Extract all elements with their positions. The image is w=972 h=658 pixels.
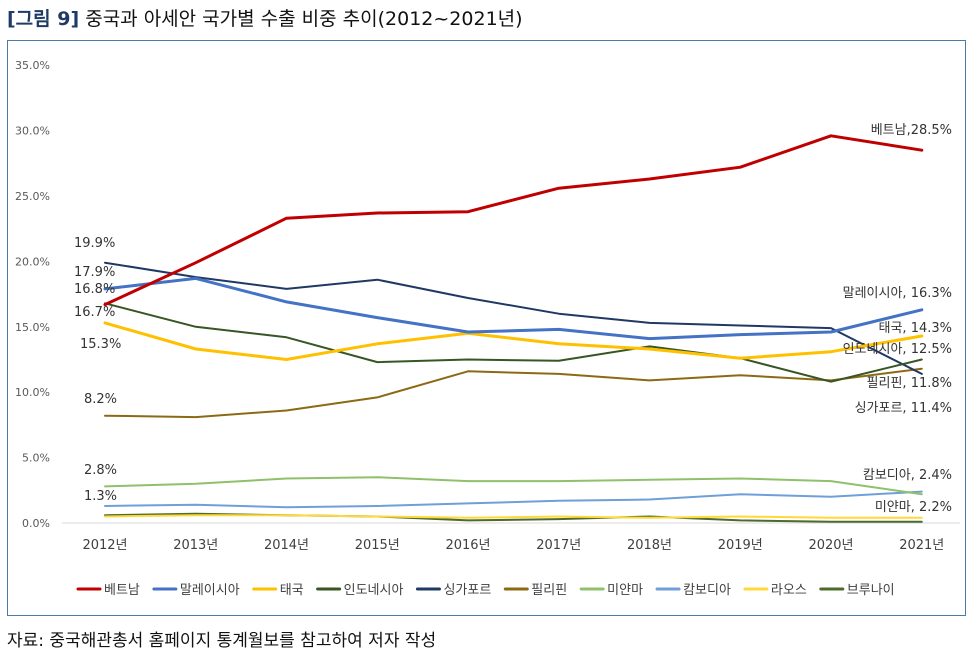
x-tick-label: 2015년 (355, 538, 400, 553)
series-line- (104, 476, 923, 496)
x-tick-label: 2014년 (264, 538, 309, 553)
series-line- (104, 514, 923, 519)
start-value-label: 19.9% (74, 236, 115, 251)
series-line- (103, 134, 924, 307)
series-line- (104, 490, 923, 509)
series-line- (104, 302, 923, 383)
x-tick-label: 2012년 (82, 538, 127, 553)
start-value-label: 16.8% (74, 282, 115, 297)
x-tick-label: 2021년 (899, 538, 944, 553)
end-value-label: 미얀마, 2.2% (875, 500, 952, 515)
start-value-label: 15.3% (80, 337, 121, 352)
end-value-label: 말레이시아, 16.3% (843, 286, 952, 301)
legend-label: 태국 (280, 583, 304, 598)
figure-title: [그림 9] 중국과 아세안 국가별 수출 비중 추이(2012~2021년) (7, 4, 523, 31)
figure-title-text: 중국과 아세안 국가별 수출 비중 추이(2012~2021년) (85, 8, 523, 30)
x-tick-label: 2016년 (445, 538, 490, 553)
end-value-label: 싱가포르, 11.4% (855, 401, 952, 416)
y-tick-label: 0.0% (22, 517, 50, 530)
y-tick-label: 5.0% (22, 452, 50, 465)
start-value-label: 1.3% (84, 489, 117, 504)
start-value-label: 17.9% (74, 265, 115, 280)
y-tick-label: 25.0% (15, 190, 50, 203)
series-line- (103, 276, 924, 341)
y-tick-label: 30.0% (15, 125, 50, 138)
y-tick-label: 10.0% (15, 386, 50, 399)
legend-label: 인도네시아 (344, 583, 404, 598)
end-value-label: 필리핀, 11.8% (867, 376, 952, 391)
end-value-label: 태국, 14.3% (879, 321, 952, 336)
x-tick-label: 2017년 (536, 538, 581, 553)
legend-label: 싱가포르 (443, 583, 491, 598)
start-value-label: 8.2% (84, 392, 117, 407)
start-value-label: 16.7% (74, 305, 115, 320)
legend-label: 말레이시아 (180, 583, 240, 598)
end-value-label: 인도네시아, 12.5% (843, 342, 952, 357)
y-tick-label: 35.0% (15, 59, 50, 72)
start-value-label: 2.8% (84, 463, 117, 478)
y-tick-label: 15.0% (15, 321, 50, 334)
legend-label: 라오스 (771, 583, 807, 598)
legend-label: 필리핀 (531, 583, 567, 598)
legend-label: 캄보디아 (683, 583, 731, 598)
x-tick-label: 2018년 (627, 538, 672, 553)
end-value-label: 베트남,28.5% (871, 123, 952, 138)
series-line- (103, 321, 924, 361)
legend-label: 미얀마 (607, 583, 643, 598)
x-tick-label: 2019년 (718, 538, 763, 553)
figure-label: [그림 9] (7, 8, 80, 30)
series-line- (104, 261, 923, 375)
legend-label: 브루나이 (847, 583, 895, 598)
legend-label: 베트남 (104, 583, 140, 598)
source-note: 자료: 중국해관총서 홈페이지 통계월보를 참고하여 저자 작성 (7, 631, 437, 651)
x-tick-label: 2020년 (808, 538, 853, 553)
end-value-label: 캄보디아, 2.4% (863, 468, 952, 483)
series-line- (104, 367, 923, 419)
x-tick-label: 2013년 (173, 538, 218, 553)
y-tick-label: 20.0% (15, 255, 50, 268)
